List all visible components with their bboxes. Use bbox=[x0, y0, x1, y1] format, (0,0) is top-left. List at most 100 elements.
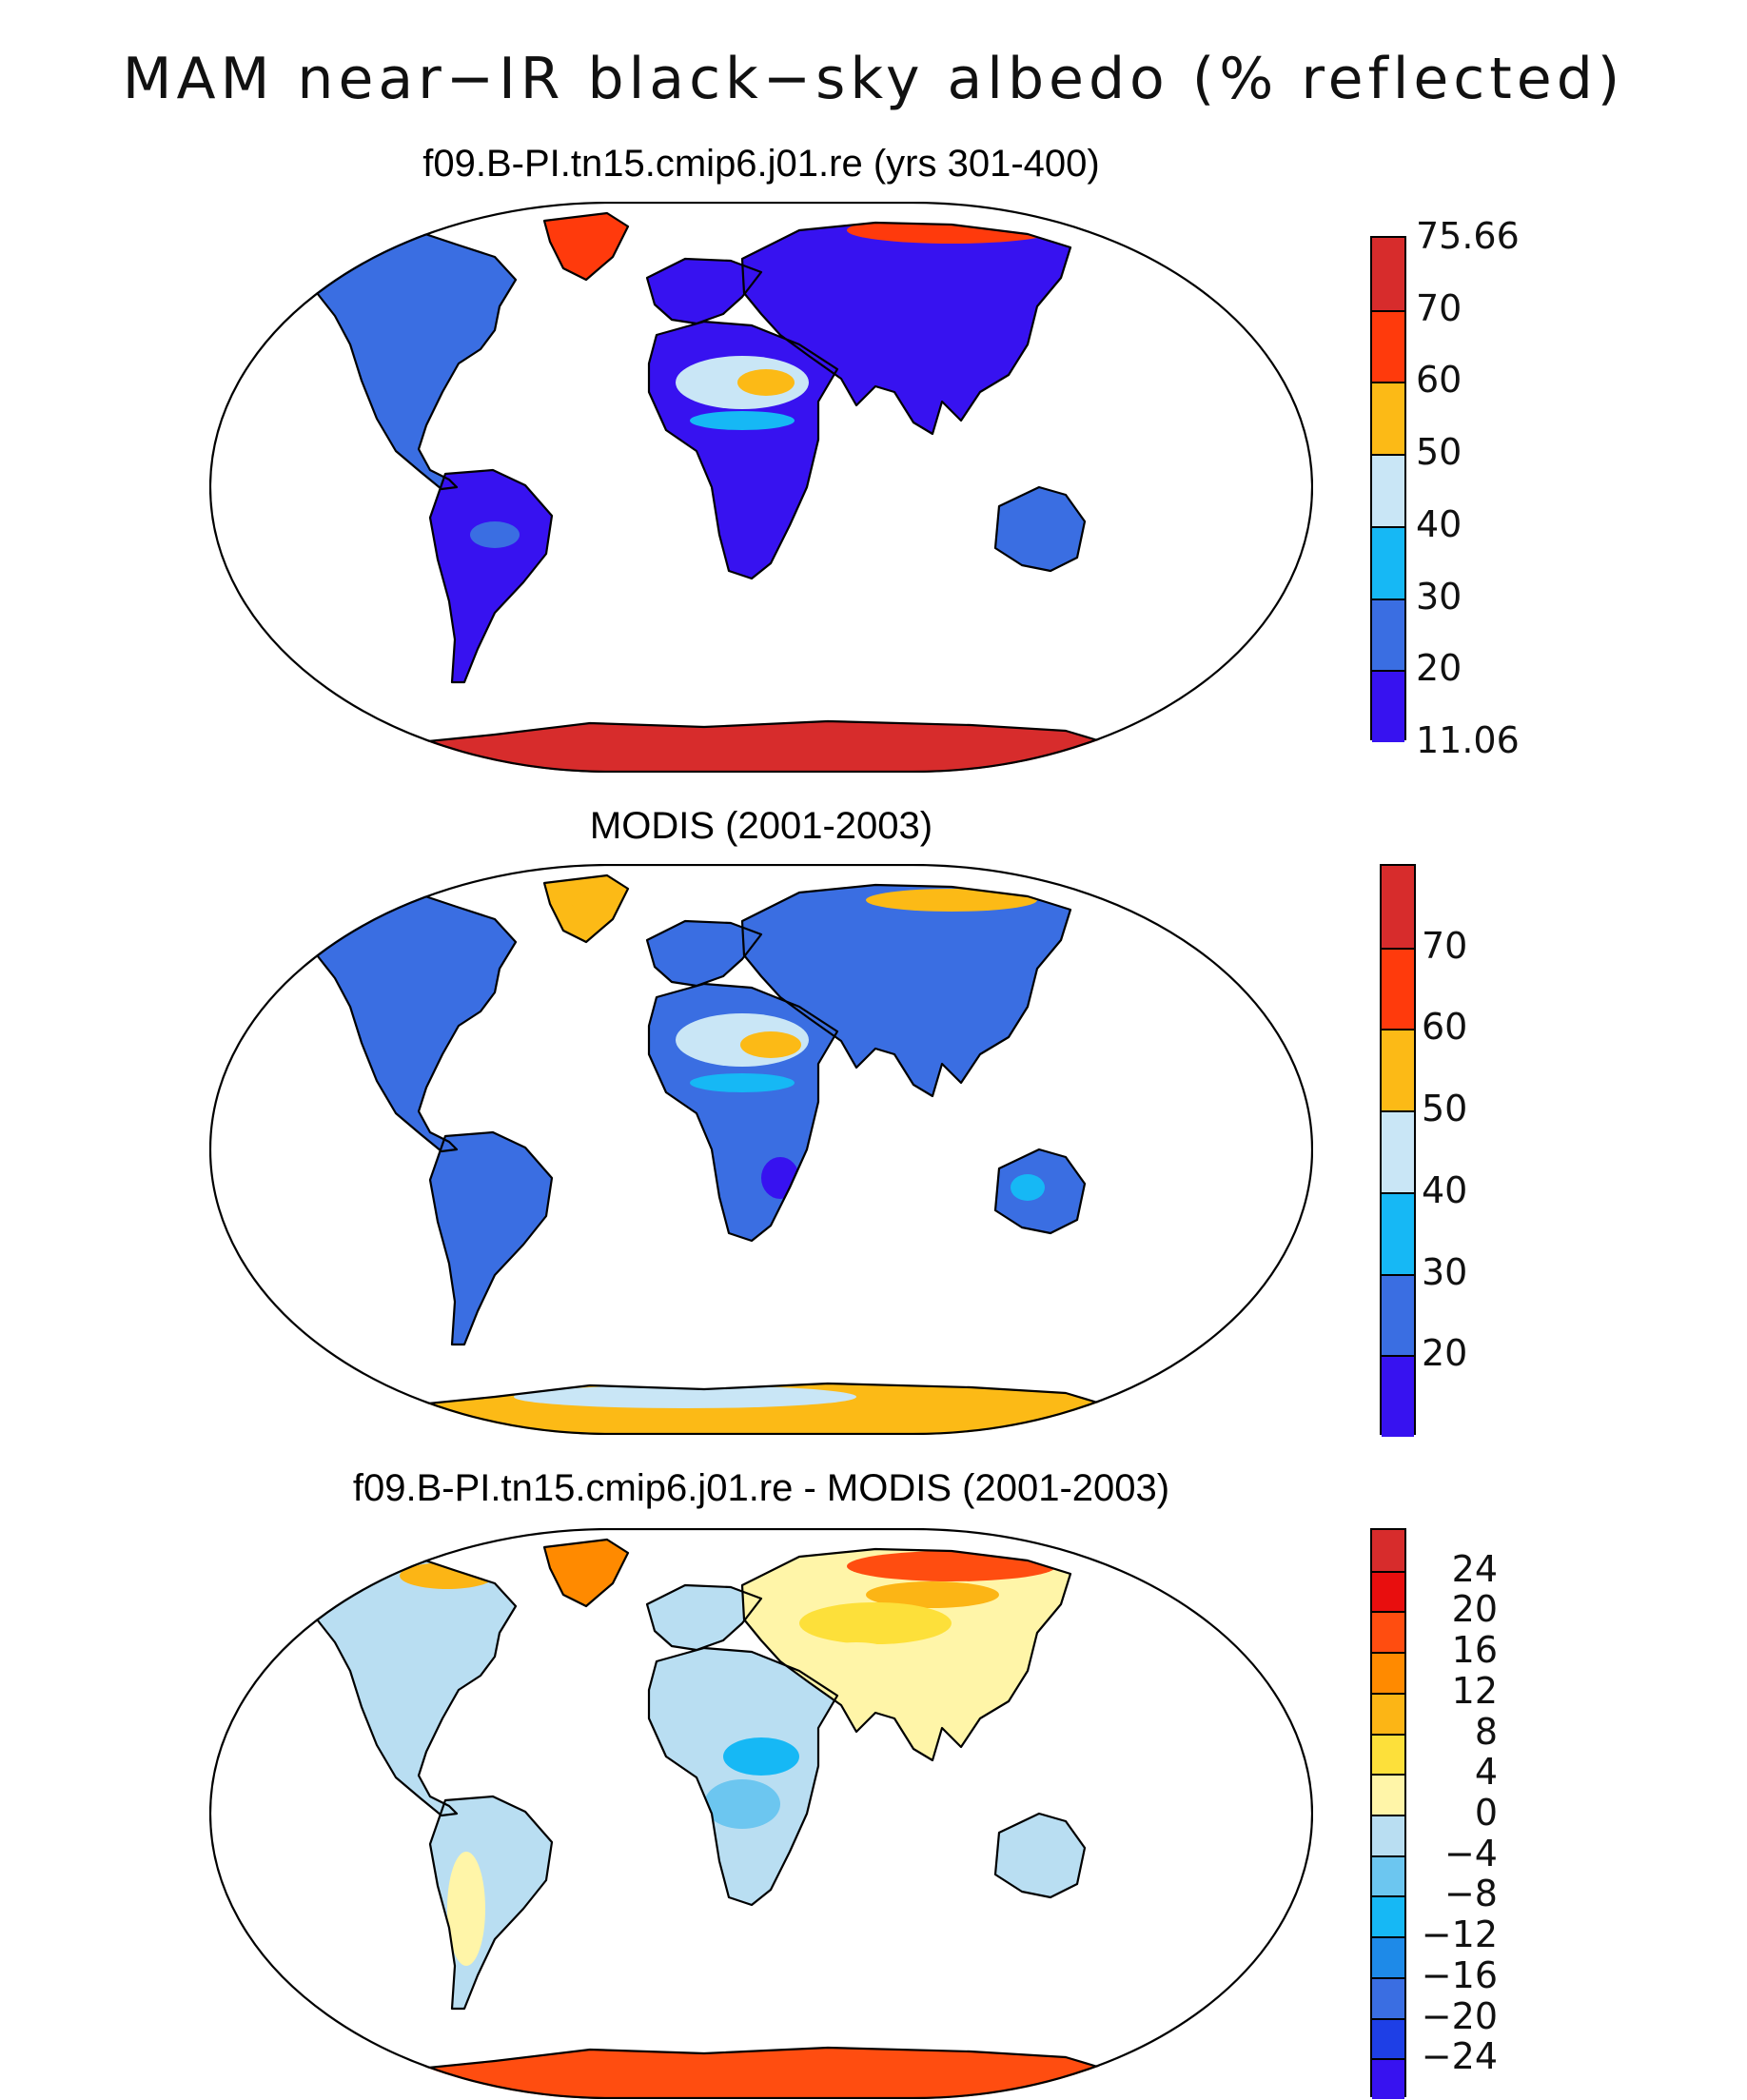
colorbar-label: 60 bbox=[1416, 359, 1462, 402]
colorbar-label: 20 bbox=[1416, 647, 1462, 690]
region-europe bbox=[647, 259, 761, 324]
coastline-greenland bbox=[542, 1538, 630, 1608]
panel-title-diff: f09.B-PI.tn15.cmip6.j01.re - MODIS (2001… bbox=[352, 1467, 1170, 1509]
colorbar-label: 50 bbox=[1416, 431, 1462, 474]
colorbar-swatch bbox=[1382, 1191, 1414, 1275]
colorbar-swatch bbox=[1372, 670, 1404, 743]
colorbar-swatch bbox=[1372, 598, 1404, 671]
albedo-patch bbox=[866, 1581, 999, 1608]
coastline-europe bbox=[645, 1583, 763, 1652]
colorbar-swatch bbox=[1372, 2058, 1404, 2100]
colorbar-swatch bbox=[1372, 1855, 1404, 1896]
colorbar-swatch bbox=[1382, 1355, 1414, 1438]
map-diff bbox=[209, 1528, 1313, 2099]
colorbar-swatch bbox=[1372, 1611, 1404, 1653]
albedo-patch bbox=[447, 1852, 485, 1966]
colorbar-diff: −24 −20 −16 −12 −8 −4 0 4 8 12 16 20 24 bbox=[1370, 1528, 1580, 2100]
albedo-patch bbox=[690, 411, 795, 430]
coastline-australia bbox=[993, 1148, 1087, 1235]
coastline-asia bbox=[740, 221, 1072, 436]
colorbar-label: 30 bbox=[1422, 1250, 1468, 1293]
coastline-north-america bbox=[291, 1555, 518, 1817]
colorbar-label: 4 bbox=[1474, 1751, 1498, 1794]
region-greenland bbox=[544, 1540, 628, 1606]
albedo-patch bbox=[740, 1031, 801, 1058]
albedo-patch bbox=[704, 1779, 780, 1829]
colorbar-swatch bbox=[1382, 1029, 1414, 1111]
region-europe bbox=[647, 1585, 761, 1650]
region-antarctica bbox=[333, 2048, 1123, 2099]
colorbar-label: 50 bbox=[1422, 1088, 1468, 1130]
coastline-north-america bbox=[291, 228, 518, 491]
colorbar-box bbox=[1380, 864, 1416, 1438]
colorbar-label: −24 bbox=[1421, 2035, 1498, 2078]
colorbar-label: 20 bbox=[1451, 1588, 1498, 1631]
coastline-australia bbox=[993, 485, 1087, 573]
colorbar-label: −12 bbox=[1421, 1914, 1498, 1956]
map-border bbox=[209, 864, 1313, 1435]
region-australia bbox=[995, 1814, 1085, 1897]
region-south-america bbox=[430, 470, 552, 682]
colorbar-swatch bbox=[1372, 1570, 1404, 1612]
region-north-america bbox=[293, 230, 516, 489]
coastline-africa bbox=[647, 1646, 839, 1907]
colorbar-swatch bbox=[1382, 1273, 1414, 1356]
albedo-patch bbox=[847, 1551, 1056, 1581]
colorbar-swatch bbox=[1372, 525, 1404, 599]
coastline-europe bbox=[645, 257, 763, 325]
coastline-south-america bbox=[428, 1130, 554, 1346]
panel-title-model: f09.B-PI.tn15.cmip6.j01.re (yrs 301-400) bbox=[422, 143, 1100, 185]
albedo-patch bbox=[866, 889, 1037, 912]
albedo-patch bbox=[558, 387, 584, 406]
colorbar-swatch bbox=[1372, 382, 1404, 455]
coastline-south-america bbox=[428, 1795, 554, 2011]
coastline-asia bbox=[740, 1547, 1072, 1762]
coastline-antarctica bbox=[331, 1382, 1125, 1435]
colorbar-label: 70 bbox=[1416, 286, 1462, 329]
region-antarctica bbox=[333, 721, 1123, 773]
region-europe bbox=[647, 921, 761, 986]
albedo-patch bbox=[737, 369, 795, 396]
albedo-patch bbox=[809, 1642, 904, 1680]
colorbar-label: −16 bbox=[1421, 1953, 1498, 1996]
region-south-america bbox=[430, 1132, 552, 1344]
region-australia bbox=[995, 487, 1085, 571]
colorbar-swatch bbox=[1372, 238, 1404, 311]
panel-title-obs: MODIS (2001-2003) bbox=[589, 805, 933, 847]
coastline-south-america bbox=[428, 468, 554, 684]
colorbar-label: 40 bbox=[1422, 1168, 1468, 1211]
colorbar-label: 30 bbox=[1416, 575, 1462, 618]
colorbar-swatch bbox=[1382, 1110, 1414, 1193]
colorbar-obs: 20 30 40 50 60 70 bbox=[1380, 864, 1589, 1438]
albedo-patch bbox=[723, 1737, 799, 1776]
colorbar-swatch bbox=[1372, 1774, 1404, 1815]
albedo-patch bbox=[514, 1385, 856, 1408]
colorbar-label: 60 bbox=[1422, 1006, 1468, 1049]
albedo-patch bbox=[847, 217, 1056, 244]
colorbar-swatch bbox=[1372, 1652, 1404, 1694]
albedo-patch bbox=[571, 889, 647, 915]
colorbar-label: 11.06 bbox=[1416, 719, 1520, 761]
colorbar-label: 16 bbox=[1451, 1629, 1498, 1672]
colorbar-swatch bbox=[1372, 1895, 1404, 1937]
coastline-antarctica bbox=[331, 719, 1125, 773]
region-north-america bbox=[293, 1557, 516, 1815]
colorbar-swatch bbox=[1372, 1530, 1404, 1572]
colorbar-box bbox=[1370, 1528, 1406, 2100]
colorbar-label: −8 bbox=[1443, 1873, 1498, 1915]
region-north-america bbox=[293, 893, 516, 1151]
colorbar-swatch bbox=[1372, 1815, 1404, 1856]
coastline-asia bbox=[740, 883, 1072, 1098]
coastline-africa bbox=[647, 320, 839, 580]
colorbar-box bbox=[1370, 236, 1406, 743]
colorbar-label: 20 bbox=[1422, 1332, 1468, 1375]
coastline-greenland bbox=[542, 873, 630, 944]
colorbar-swatch bbox=[1372, 1733, 1404, 1775]
coastline-europe bbox=[645, 919, 763, 988]
colorbar-label: −4 bbox=[1443, 1832, 1498, 1874]
colorbar-label: 12 bbox=[1451, 1669, 1498, 1712]
colorbar-label: 75.66 bbox=[1416, 215, 1520, 257]
colorbar-label: 70 bbox=[1422, 924, 1468, 967]
colorbar-model: 11.06 20 30 40 50 60 70 75.66 bbox=[1370, 218, 1580, 758]
coastline-north-america bbox=[291, 891, 518, 1153]
